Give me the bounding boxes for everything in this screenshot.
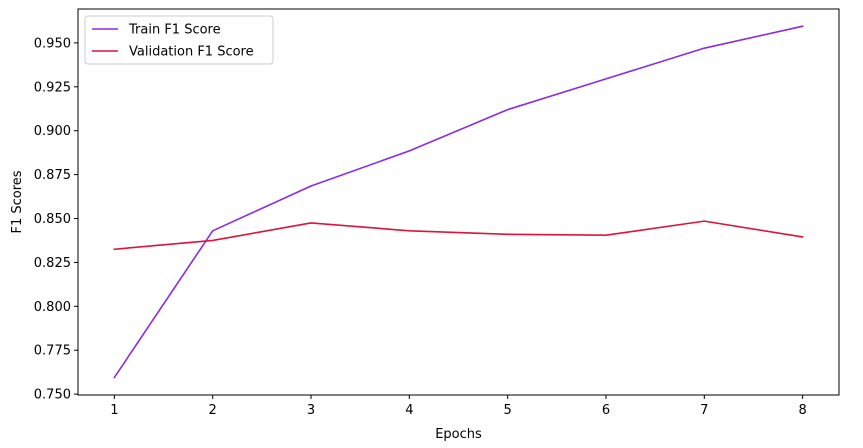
plot-area [78, 9, 839, 395]
x-tick-label: 8 [798, 403, 806, 418]
y-tick-label: 0.925 [34, 80, 71, 95]
y-tick-label: 0.825 [34, 256, 71, 271]
y-tick-label: 0.750 [34, 388, 71, 403]
series-line-validation [113, 220, 804, 251]
x-tick-label: 4 [405, 403, 413, 418]
x-tick-label: 7 [700, 403, 708, 418]
y-tick-label: 0.775 [34, 344, 71, 359]
axes-frame [77, 8, 840, 396]
legend: Train F1 Score Validation F1 Score [84, 15, 274, 65]
legend-box [84, 15, 274, 65]
y-tick-label: 0.900 [34, 124, 71, 139]
y-tick-label: 0.800 [34, 300, 71, 315]
x-axis-ticks: 1 2 3 4 5 6 7 8 [110, 395, 807, 418]
x-tick-label: 1 [110, 403, 118, 418]
series-layer [113, 25, 804, 379]
legend-label: Train F1 Score [128, 23, 221, 38]
y-tick-label: 0.850 [34, 212, 71, 227]
y-axis-ticks: 0.750 0.775 0.800 0.825 0.850 0.875 0.900 0.925… [34, 36, 78, 403]
x-tick-label: 2 [209, 403, 217, 418]
y-tick-label: 0.950 [34, 36, 71, 51]
x-tick-label: 5 [504, 403, 512, 418]
y-axis-label: F1 Scores [10, 170, 25, 233]
x-tick-label: 6 [602, 403, 610, 418]
y-tick-label: 0.875 [34, 168, 71, 183]
axes-border [77, 8, 840, 396]
series-line-train [113, 25, 804, 379]
x-tick-label: 3 [307, 403, 315, 418]
x-axis-label: Epochs [435, 427, 482, 442]
legend-label: Validation F1 Score [129, 45, 254, 60]
